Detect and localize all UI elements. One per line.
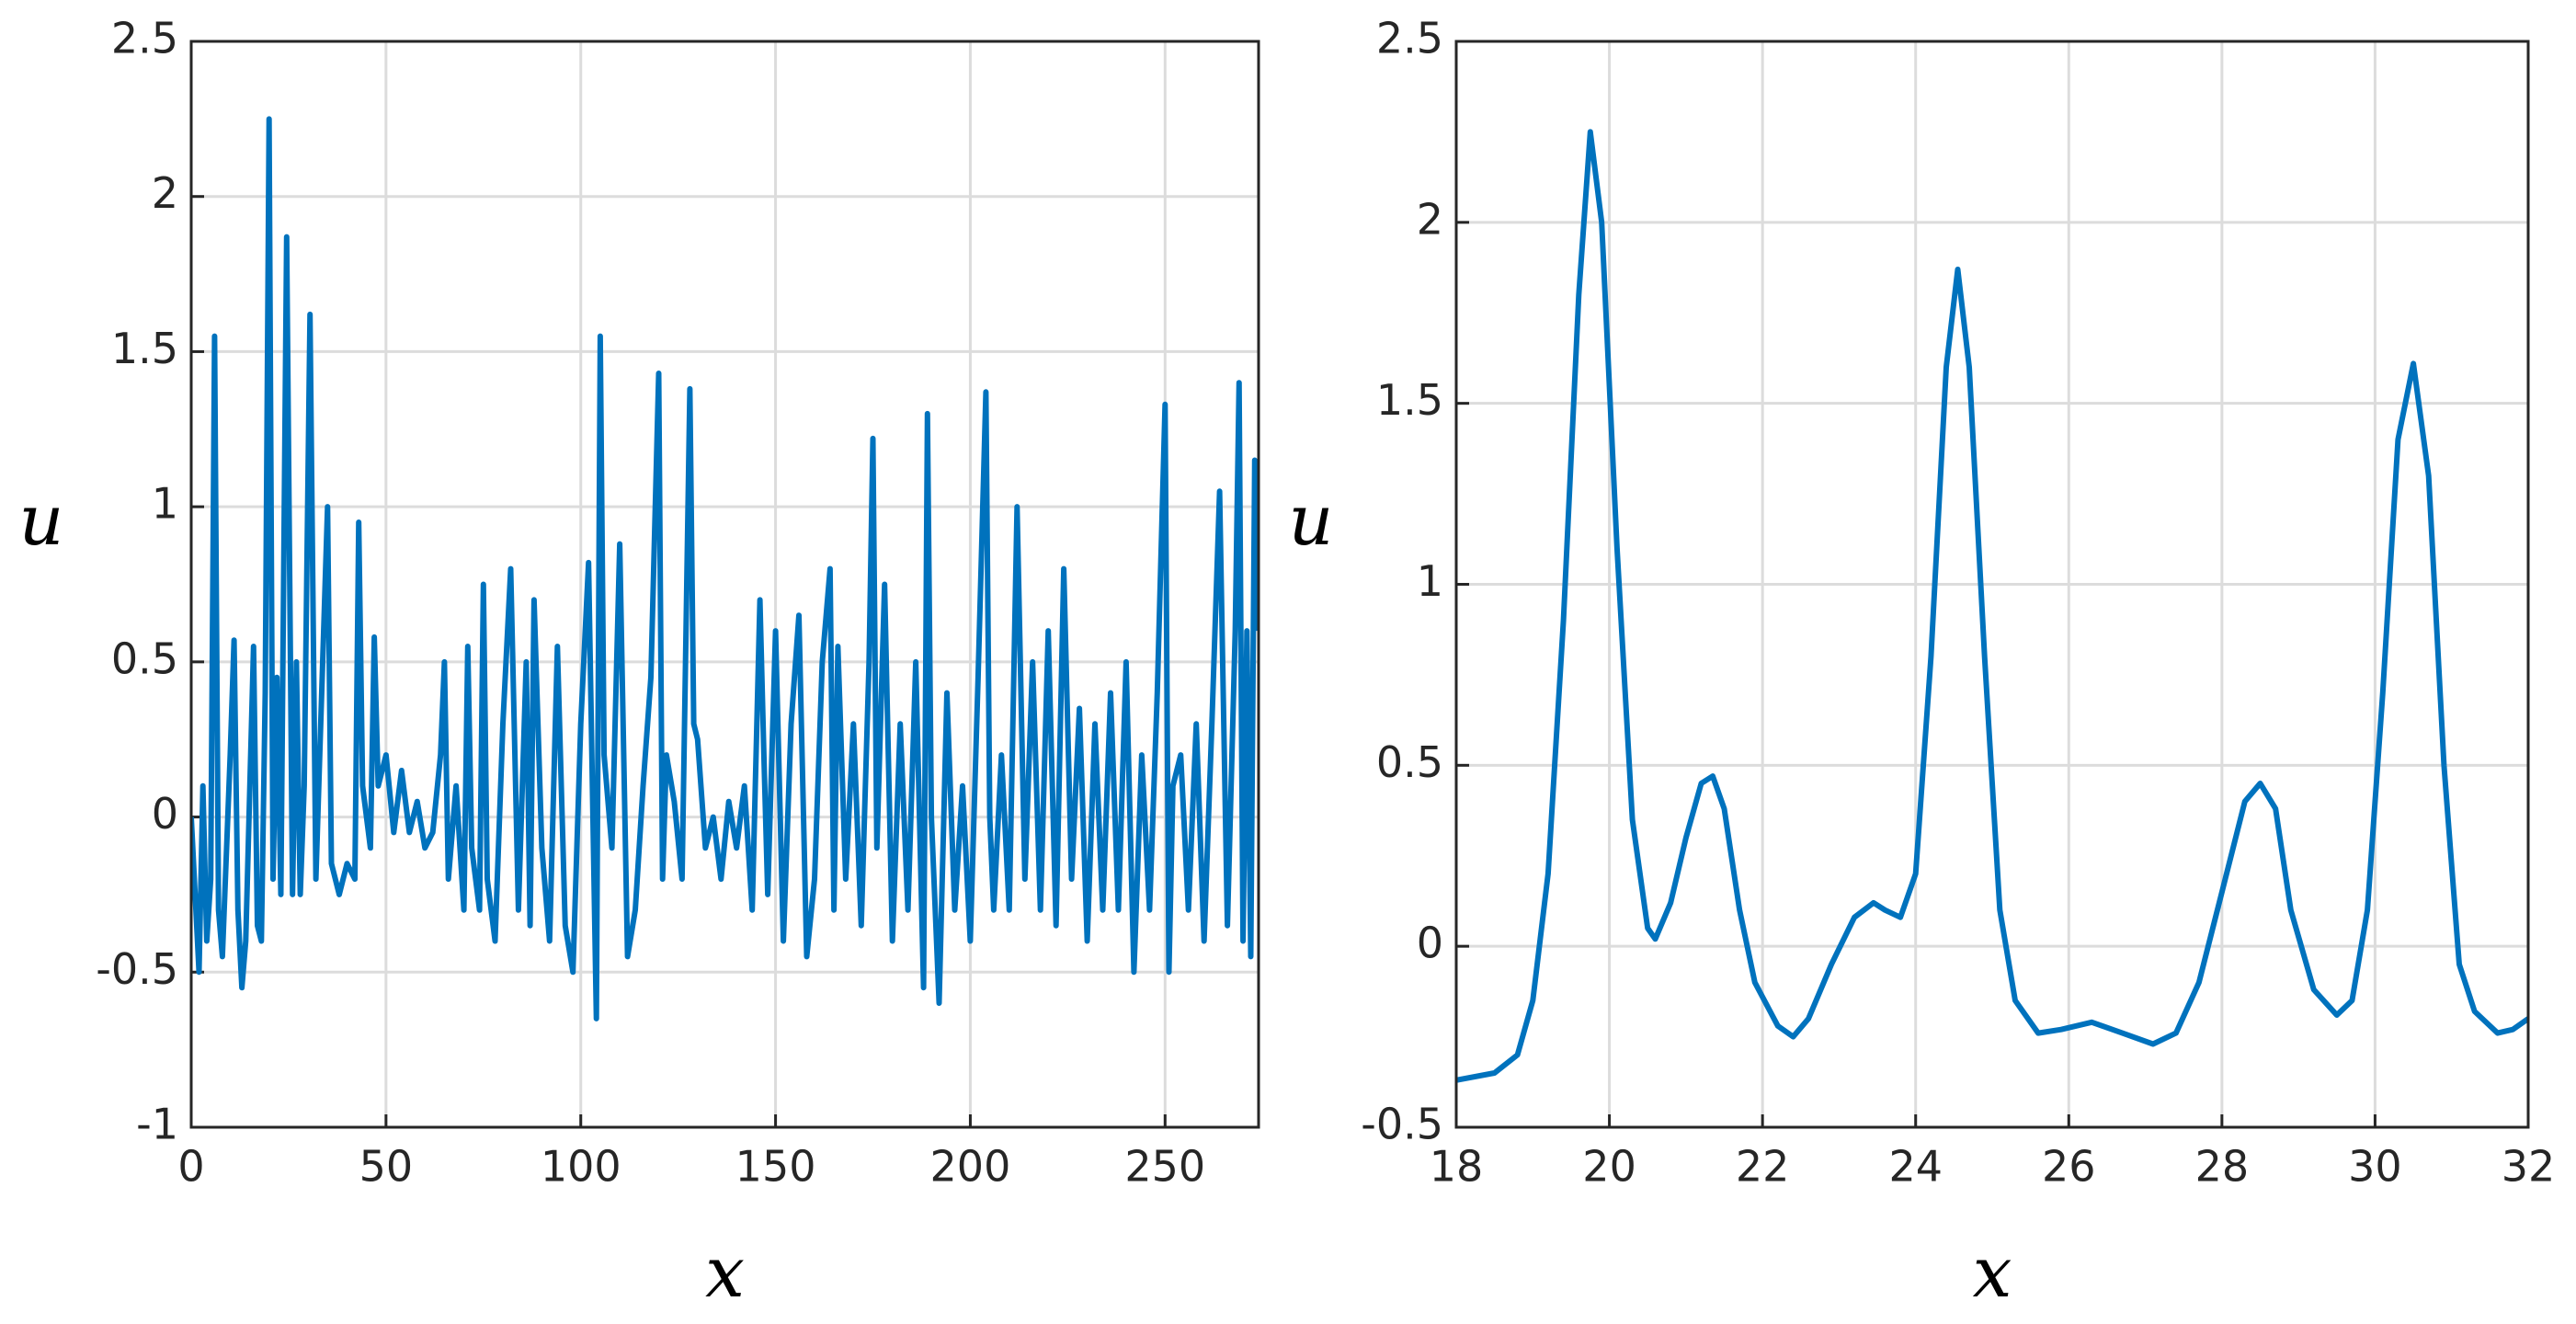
y-tick-label: 2 (1417, 194, 1443, 244)
axes-box (1454, 40, 2530, 1129)
y-axis-label: u (19, 479, 64, 561)
x-tick-label: 32 (2502, 1142, 2556, 1192)
y-tick-label: 0.5 (111, 633, 178, 683)
y-tick-label: 1.5 (111, 324, 178, 373)
y-axis-label: u (1289, 479, 1334, 561)
x-tick-label: 250 (1124, 1142, 1205, 1192)
y-tick-label: 1 (152, 479, 178, 529)
axes-box (189, 40, 1260, 1129)
x-tick-label: 100 (541, 1142, 621, 1192)
x-tick-label: 28 (2195, 1142, 2250, 1192)
data-line (191, 116, 1259, 1022)
y-tick-label: 1.5 (1376, 375, 1443, 425)
y-tick-label: 2.5 (1376, 14, 1443, 63)
x-tick-label: 150 (735, 1142, 816, 1192)
y-tick-label: -0.5 (96, 944, 178, 994)
x-tick-label: 20 (1582, 1142, 1636, 1192)
x-tick-label: 30 (2348, 1142, 2402, 1192)
y-tick-label: 0 (152, 789, 178, 839)
x-tick-label: 0 (177, 1142, 204, 1192)
y-tick-label: -0.5 (1361, 1100, 1443, 1149)
x-tick-label: 18 (1430, 1142, 1484, 1192)
y-tick-label: 2.5 (111, 14, 178, 63)
data-line (1456, 129, 2528, 1083)
y-tick-label: 1 (1417, 556, 1443, 606)
x-tick-label: 24 (1888, 1142, 1943, 1192)
x-tick-label: 50 (359, 1142, 414, 1192)
y-tick-label: 0 (1417, 919, 1443, 968)
x-axis-label: x (705, 1231, 745, 1313)
x-tick-label: 200 (930, 1142, 1011, 1192)
x-axis-label: x (1973, 1231, 2012, 1313)
x-tick-label: 26 (2042, 1142, 2096, 1192)
x-tick-label: 22 (1736, 1142, 1790, 1192)
y-tick-label: 2 (152, 168, 178, 218)
y-tick-label: 0.5 (1376, 737, 1443, 787)
y-tick-label: -1 (136, 1100, 178, 1149)
